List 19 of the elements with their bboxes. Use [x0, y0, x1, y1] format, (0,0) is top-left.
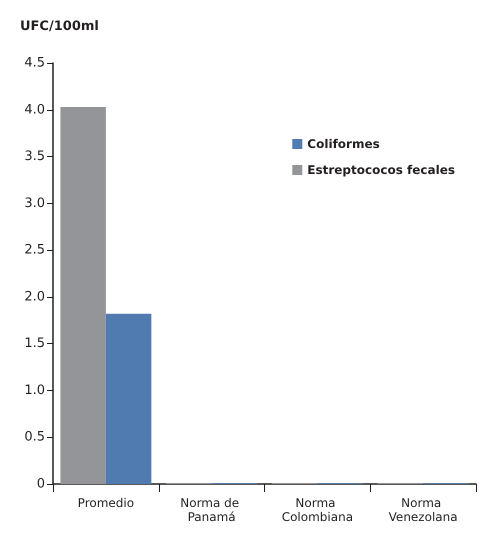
legend-label: Coliformes [307, 137, 380, 151]
x-tick-label: Promedio [78, 496, 134, 510]
y-tick-label: 3.0 [24, 196, 45, 211]
x-tick-label: Norma de Panamá [180, 496, 243, 524]
y-tick-label: 2.0 [24, 289, 45, 304]
y-tick-label: 3.5 [24, 149, 45, 164]
y-tick-label: 0.5 [24, 430, 45, 445]
legend-label: Estreptococos fecales [307, 163, 455, 177]
y-tick-label: 1.0 [24, 382, 45, 398]
y-tick-label: 0 [36, 476, 45, 492]
bar [106, 314, 152, 484]
y-axis-title: UFC/100ml [20, 19, 99, 34]
x-tick-label: Norma Venezolana [388, 496, 458, 524]
y-tick-label: 4.0 [24, 102, 45, 118]
x-tick-label: Norma Colombiana [282, 496, 354, 524]
bar [60, 106, 106, 484]
y-tick-label: 4.5 [24, 56, 45, 70]
y-tick-label: 2.5 [24, 242, 45, 258]
y-tick-label: 1.5 [24, 336, 45, 352]
